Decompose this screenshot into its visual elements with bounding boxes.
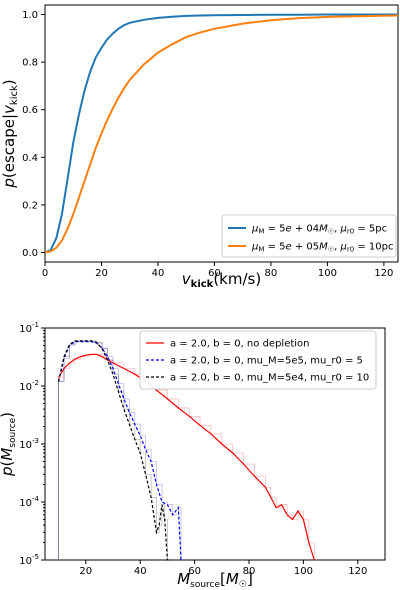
x-tick-label: 40 [134, 566, 147, 577]
x-tick-label: 40 [152, 268, 165, 279]
series-line-3 [58, 340, 171, 561]
y-tick-label: 0.4 [22, 153, 38, 164]
plot-frame [44, 4, 399, 263]
legend-label-1: a = 2.0, b = 0, no depletion [170, 339, 310, 350]
series-line-1 [44, 13, 398, 254]
y-tick-label: 10-5 [19, 553, 39, 567]
legend-box [139, 330, 377, 390]
legend-label-1: μM = 5e + 04M☉, μr0 = 5pc [251, 224, 387, 236]
y-tick-label: 10-4 [19, 495, 39, 509]
y-tick-label: 0.6 [22, 105, 38, 116]
legend-label-2: μM = 5e + 05M☉, μr0 = 10pc [251, 242, 393, 254]
x-axis-label: Msource[M☉] [177, 570, 253, 590]
series-line-2 [44, 14, 399, 254]
x-tick-label: 100 [294, 566, 313, 577]
legend-box [221, 214, 397, 258]
x-tick-label: 60 [188, 566, 201, 577]
y-tick-label: 0.0 [22, 248, 38, 259]
y-tick-label: 10-2 [19, 379, 39, 393]
y-tick-label: 10-3 [19, 437, 39, 451]
series-line-1 [58, 353, 315, 561]
x-tick-label: 20 [95, 268, 108, 279]
x-tick-label: 120 [374, 268, 393, 279]
y-tick-label: 1.0 [22, 10, 38, 21]
escape-probability-chart: 0 20 40 60 80 100 120 0.0 0.2 0.4 0.6 0.8 1.0 vkick(k… [0, 4, 399, 290]
x-tick-label: 100 [318, 268, 337, 279]
x-tick-label: 0 [42, 268, 48, 279]
x-tick-label: 80 [243, 566, 256, 577]
x-tick-label: 120 [348, 566, 367, 577]
y-tick-label: 10-1 [19, 321, 39, 335]
x-tick-label: 20 [79, 566, 92, 577]
legend-label-3: a = 2.0, b = 0, mu_M=5e4, mu_r0 = 10 [170, 373, 369, 384]
y-axis-label: p(Msource) [0, 412, 18, 477]
x-tick-label: 80 [265, 268, 278, 279]
legend-label-2: a = 2.0, b = 0, mu_M=5e5, mu_r0 = 5 [170, 356, 363, 367]
x-axis-label: vkick(km/s) [182, 270, 261, 290]
y-tick-label: 0.8 [22, 58, 38, 69]
y-axis-label: p(escape|vkick) [0, 79, 20, 188]
source-mass-distribution-chart: 20 40 60 80 100 120 10-5 10-4 10-3 10-2 10-1 Msourc… [0, 321, 386, 590]
y-tick-label: 0.2 [22, 200, 38, 211]
series-line-2 [58, 341, 182, 561]
x-tick-label: 60 [208, 268, 221, 279]
